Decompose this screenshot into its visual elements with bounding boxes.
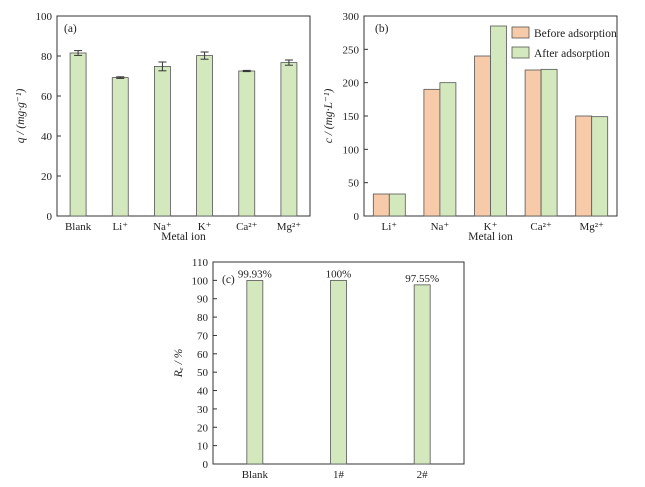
bar	[575, 115, 593, 217]
bar	[154, 66, 171, 217]
y-tick-label: 80	[41, 51, 53, 63]
x-tick-label: Mg²⁺	[580, 221, 605, 233]
bar	[524, 69, 542, 217]
chart-panel-c: 0 10 20 30 40 50 60 70 80 90 100 110 Blank 1# 2# 99.93%…	[173, 257, 465, 481]
y-tick-label: 0	[47, 211, 53, 223]
bar	[591, 116, 609, 217]
chart-panel-b: 0 50 100 150 200 250 300 Li⁺ Na⁺ K⁺ Ca²⁺ Mg²⁺ (b) Met…	[323, 11, 618, 243]
bar	[540, 68, 558, 217]
x-tick-label: Mg²⁺	[277, 221, 302, 233]
x-axis-label: Metal ion	[161, 231, 206, 243]
panel-tag: (b)	[375, 23, 389, 35]
y-tick-label: 100	[343, 144, 360, 156]
bar	[111, 77, 129, 217]
bar	[372, 193, 390, 217]
x-tick-label: Blank	[65, 221, 92, 233]
y-axis-label: c / (mg·L⁻¹)	[323, 89, 335, 144]
y-tick-label: 50	[197, 367, 209, 379]
legend-label: Before adsorption	[534, 28, 617, 40]
bar	[330, 279, 347, 465]
x-tick-label: Ca²⁺	[530, 221, 552, 233]
legend-swatch	[511, 46, 530, 59]
y-axis-label: q / (mg·g⁻¹)	[15, 89, 27, 144]
y-tick-label: 100	[192, 275, 209, 287]
y-tick-label: 50	[348, 178, 360, 190]
bar	[196, 55, 213, 217]
y-tick-label: 250	[343, 44, 360, 56]
legend-swatch	[511, 26, 530, 39]
y-tick-label: 60	[41, 91, 53, 103]
y-tick-label: 300	[343, 11, 360, 23]
y-tick-label: 100	[36, 11, 53, 23]
panel-tag: (a)	[64, 23, 77, 35]
x-tick-label: K⁺	[198, 221, 212, 233]
y-tick-label: 0	[203, 459, 209, 471]
y-tick-label: 200	[343, 78, 360, 90]
x-tick-label: 1#	[333, 469, 345, 481]
x-tick-label: Na⁺	[153, 221, 172, 233]
bar	[238, 70, 256, 217]
y-tick-label: 40	[197, 386, 209, 398]
bar	[69, 52, 87, 217]
y-axis-label: Rₑ / %	[173, 349, 185, 379]
panel-tag: (c)	[222, 274, 235, 286]
data-label: 100%	[326, 268, 352, 280]
x-tick-label: Li⁺	[382, 221, 398, 233]
chart-panel-a: 0 20 40 60 80 100 Blank Li⁺ Na⁺ K⁺ Ca²⁺ Mg²⁺ (a) Meta…	[15, 11, 311, 243]
data-label: 99.93%	[238, 268, 272, 280]
bar	[423, 88, 441, 217]
y-tick-label: 10	[197, 441, 209, 453]
legend-label: After adsorption	[534, 48, 610, 60]
x-tick-label: 2#	[417, 469, 429, 481]
x-tick-label: Ca²⁺	[236, 221, 258, 233]
y-tick-label: 90	[197, 294, 209, 306]
y-tick-label: 70	[197, 330, 209, 342]
y-tick-label: 80	[197, 312, 209, 324]
bar	[474, 55, 491, 217]
bar	[439, 82, 457, 217]
x-tick-label: Li⁺	[112, 221, 128, 233]
bar	[413, 284, 431, 465]
bar	[490, 25, 507, 217]
data-label: 97.55%	[405, 273, 439, 285]
bar	[246, 280, 264, 465]
y-tick-label: 60	[197, 349, 209, 361]
y-tick-label: 20	[41, 171, 53, 183]
x-axis-label: Metal ion	[468, 231, 513, 243]
x-tick-label: K⁺	[484, 221, 498, 233]
bar	[388, 193, 406, 217]
y-tick-label: 40	[41, 131, 53, 143]
y-tick-label: 30	[197, 404, 209, 416]
legend: Before adsorption After adsorption	[511, 26, 617, 60]
x-tick-label: Blank	[242, 469, 269, 481]
bar	[280, 62, 298, 217]
plot-frame-a	[56, 15, 311, 217]
y-tick-label: 150	[343, 111, 360, 123]
x-tick-label: Na⁺	[431, 221, 450, 233]
y-tick-label: 110	[192, 257, 209, 269]
y-tick-label: 20	[197, 422, 209, 434]
y-tick-label: 0	[354, 211, 360, 223]
